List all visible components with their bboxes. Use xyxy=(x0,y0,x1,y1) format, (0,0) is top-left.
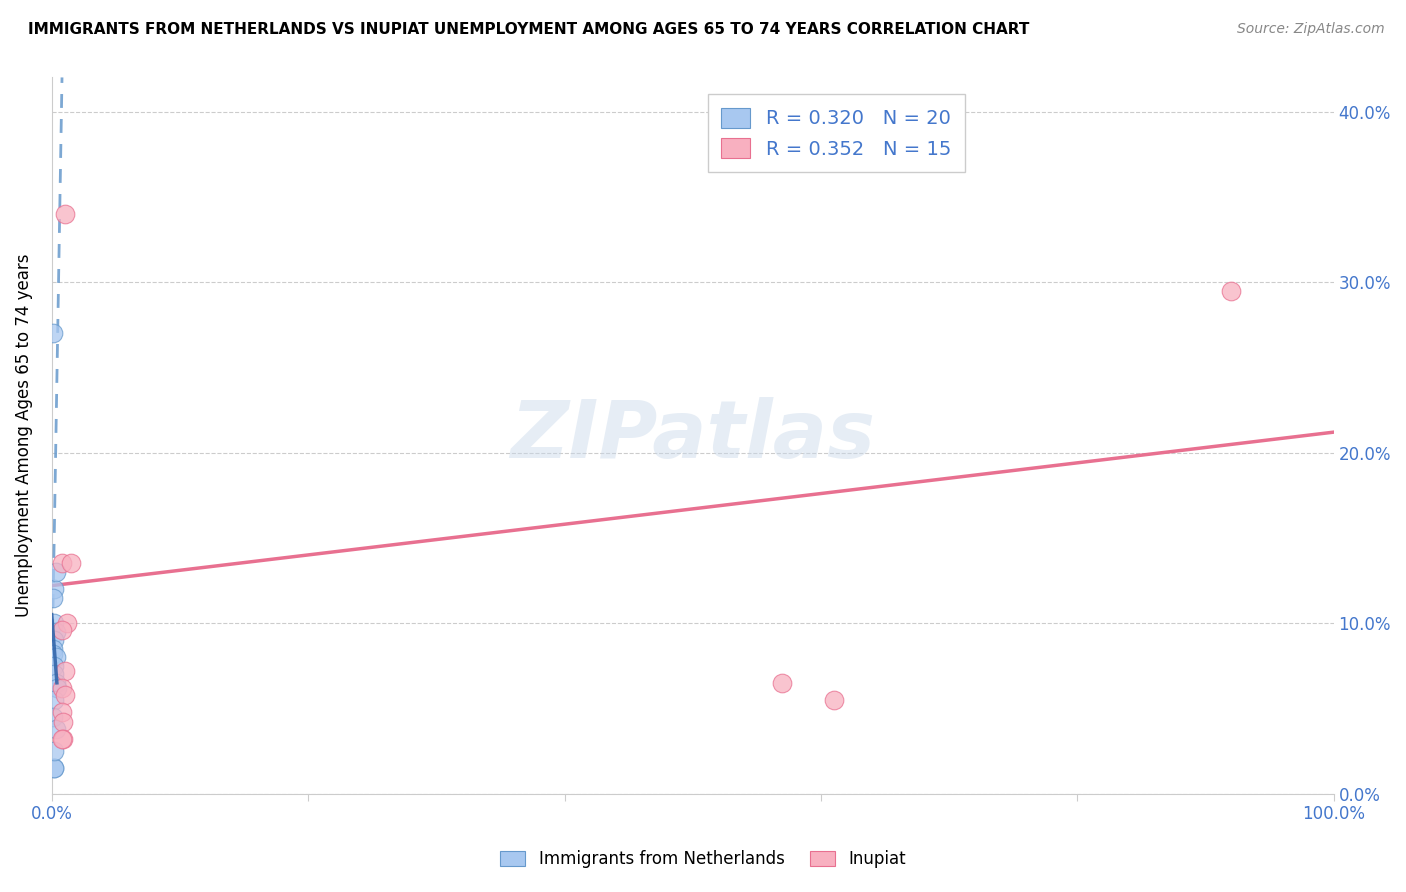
Point xyxy=(42,647,65,661)
Point xyxy=(52,714,75,729)
Point xyxy=(45,676,67,690)
Point xyxy=(53,664,76,678)
Point xyxy=(42,710,65,724)
Point xyxy=(52,732,75,747)
Point xyxy=(51,681,73,695)
Point xyxy=(51,557,73,571)
Point xyxy=(45,681,67,695)
Point xyxy=(53,207,76,221)
Point xyxy=(44,658,66,673)
Point xyxy=(44,667,66,681)
Point xyxy=(823,693,845,707)
Text: ZIPatlas: ZIPatlas xyxy=(510,397,875,475)
Y-axis label: Unemployment Among Ages 65 to 74 years: Unemployment Among Ages 65 to 74 years xyxy=(15,254,32,617)
Point xyxy=(45,624,67,639)
Point xyxy=(51,705,73,719)
Legend: Immigrants from Netherlands, Inupiat: Immigrants from Netherlands, Inupiat xyxy=(494,844,912,875)
Point xyxy=(42,641,65,656)
Point xyxy=(59,557,82,571)
Point xyxy=(45,565,67,579)
Point xyxy=(51,623,73,637)
Text: Source: ZipAtlas.com: Source: ZipAtlas.com xyxy=(1237,22,1385,37)
Point xyxy=(45,722,67,736)
Legend: R = 0.320   N = 20, R = 0.352   N = 15: R = 0.320 N = 20, R = 0.352 N = 15 xyxy=(707,95,965,172)
Point xyxy=(1220,284,1243,298)
Point xyxy=(44,761,66,775)
Point xyxy=(44,616,66,631)
Point xyxy=(44,761,66,775)
Point xyxy=(770,676,793,690)
Text: IMMIGRANTS FROM NETHERLANDS VS INUPIAT UNEMPLOYMENT AMONG AGES 65 TO 74 YEARS CO: IMMIGRANTS FROM NETHERLANDS VS INUPIAT U… xyxy=(28,22,1029,37)
Point xyxy=(42,326,65,341)
Point xyxy=(42,591,65,605)
Point xyxy=(44,582,66,596)
Point xyxy=(53,688,76,702)
Point xyxy=(44,744,66,758)
Point xyxy=(44,633,66,648)
Point xyxy=(44,693,66,707)
Point xyxy=(51,732,73,747)
Point xyxy=(45,650,67,665)
Point xyxy=(56,616,79,631)
